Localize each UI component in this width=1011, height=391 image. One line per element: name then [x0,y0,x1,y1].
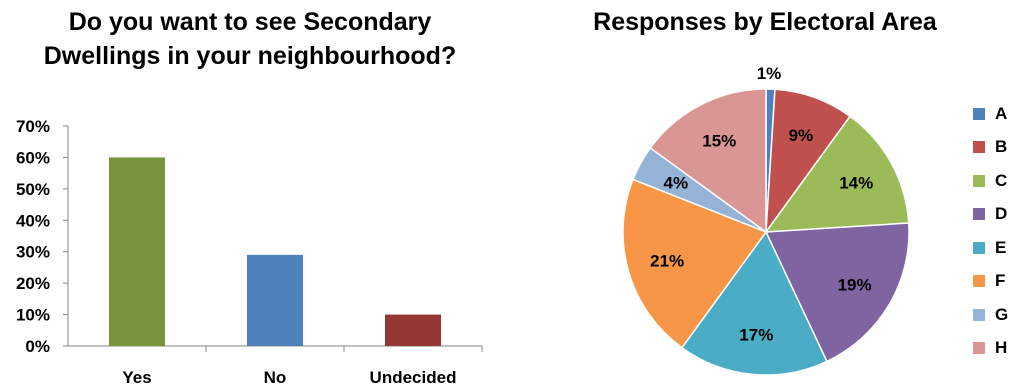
pie-chart: 1% 9% 14% 19% 17% 21% 4% 15% [622,64,910,376]
legend-label: F [995,271,1006,291]
legend-item-b: B [973,131,1008,165]
pie-slice-c [764,115,910,233]
legend-label: C [995,170,1008,190]
pie-data-label: 19% [838,275,872,294]
legend-swatch [973,342,985,355]
legend-swatch [973,107,985,120]
bar-chart-panel: Do you want to see Secondary Dwellings i… [0,0,500,387]
pie-slice-d [764,222,910,363]
legend-item-c: C [973,164,1008,198]
bar-yes [109,157,165,346]
legend-swatch [973,241,985,254]
legend-item-h: H [973,332,1008,366]
legend-label: A [995,103,1008,123]
legend-label: B [995,137,1008,157]
pie-slice-e [680,230,828,376]
x-category-label: Undecided [370,368,457,386]
bar-chart-title: Do you want to see Secondary Dwellings i… [43,8,457,70]
legend-swatch [973,275,985,288]
legend-item-d: D [973,198,1008,232]
bar-no [247,254,303,346]
legend-item-e: E [973,231,1008,265]
pie-slice-b [765,88,852,235]
y-tick-label: 60% [16,148,50,167]
legend-label: G [995,304,1009,324]
y-tick-label: 0% [25,337,50,356]
y-tick-label: 70% [16,117,50,136]
legend-swatch [973,141,985,154]
pie-slice-f [622,178,768,349]
pie-data-label: 9% [789,126,814,145]
y-tick-label: 40% [16,211,50,230]
x-category-label: Yes [122,368,151,386]
legend-label: E [995,237,1007,257]
legend-item-f: F [973,265,1008,299]
legend-swatch [973,174,985,187]
legend-label: D [995,204,1008,224]
pie-data-label: 4% [663,173,688,192]
legend-item-g: G [973,298,1008,332]
y-tick-label: 30% [16,243,50,262]
pie-chart-title: Responses by Electoral Area [593,8,937,36]
pie-slice-h [649,88,767,234]
pie-data-label: 17% [739,326,773,345]
pie-data-label: 15% [702,131,736,150]
legend-item-a: A [973,97,1008,131]
x-category-label: No [264,368,287,386]
bar-chart: 0% 10% 20% 30% 40% 50% 60% 70% Yes No Undecided [16,117,483,387]
legend-swatch [973,208,985,221]
bar-undecided [385,314,441,346]
pie-data-label: 14% [839,173,873,192]
y-tick-label: 10% [16,306,50,325]
pie-chart-panel: Responses by Electoral Area 1% 9% 14% 19% 17… [505,0,1011,386]
y-tick-label: 20% [16,274,50,293]
legend-swatch [973,308,985,321]
y-tick-label: 50% [16,180,50,199]
pie-data-label: 21% [650,252,684,271]
legend-label: H [995,338,1008,358]
pie-data-label: 1% [757,64,782,83]
